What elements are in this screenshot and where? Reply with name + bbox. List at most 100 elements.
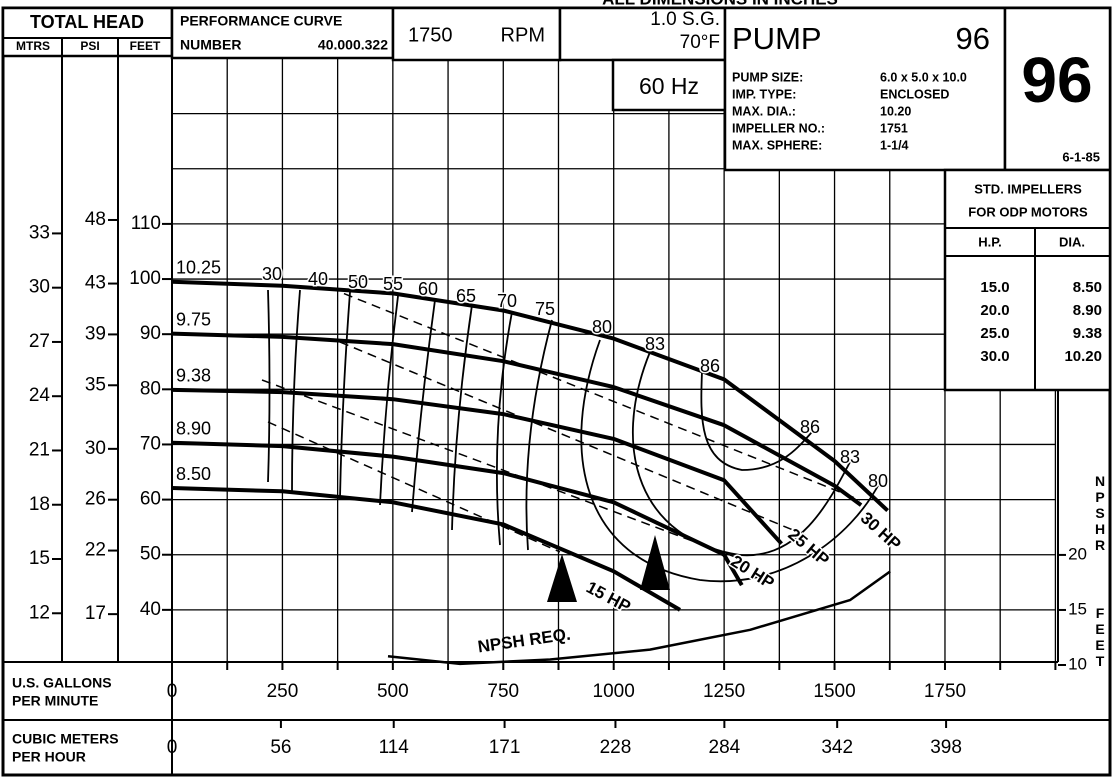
series-label: 8.50: [176, 464, 211, 484]
efficiency-label: 86: [800, 417, 820, 437]
x-tick-label: 1500: [813, 681, 855, 702]
spec-label: MAX. SPHERE:: [732, 138, 822, 152]
table-header: DIA.: [1059, 234, 1085, 249]
hp-line: [339, 341, 806, 536]
efficiency-line: [451, 304, 473, 531]
impeller-table: [943, 168, 1112, 392]
y2-tick-label: 10: [1068, 654, 1087, 673]
efficiency-line: [267, 289, 271, 483]
hp-label: 15 HP: [583, 578, 634, 617]
m-tick-label: 12: [29, 602, 50, 623]
hp-lines: [261, 287, 861, 559]
efficiency-label: 55: [383, 274, 403, 294]
psi-tick-label: 17: [85, 603, 106, 624]
marker-triangle: [547, 554, 577, 602]
efficiency-label: 83: [840, 447, 860, 467]
efficiency-line: [525, 319, 553, 551]
x-tick-label: 750: [487, 681, 519, 702]
hp-line: [329, 287, 861, 501]
unit: PSI: [80, 39, 99, 53]
x2-tick-label: 114: [379, 737, 410, 758]
spec-value: ENCLOSED: [880, 87, 949, 101]
m-tick-label: 24: [29, 385, 51, 406]
psi-tick-label: 48: [85, 209, 106, 230]
series-label: 9.75: [176, 309, 211, 329]
x-label: U.S. GALLONS: [12, 675, 112, 691]
efficiency-label: 80: [868, 471, 888, 491]
x2-label: CUBIC METERS: [12, 731, 119, 747]
sg-box: [558, 6, 727, 62]
table-cell: 8.50: [1073, 279, 1102, 296]
freq-box: [611, 58, 727, 112]
y-tick-label: 80: [140, 378, 161, 399]
efficiency-label: 60: [418, 279, 438, 299]
y-tick-label: 90: [140, 323, 161, 344]
x-tick-label: 500: [377, 681, 409, 702]
series-label: NPSH REQ.: [477, 625, 572, 657]
series-label: 10.25: [176, 258, 221, 278]
psi-tick-label: 39: [85, 323, 106, 344]
hp-label: 25 HP: [784, 525, 832, 570]
m-tick-label: 30: [29, 277, 50, 298]
efficiency-line: [411, 299, 436, 513]
x-label: PER MINUTE: [12, 693, 98, 709]
spec-label: PUMP SIZE:: [732, 70, 803, 84]
curve-label: PERFORMANCE CURVE: [180, 13, 342, 29]
efficiency-label: 65: [456, 286, 476, 306]
efficiency-line: [495, 311, 513, 546]
number-label: NUMBER: [180, 37, 241, 53]
table-cell: 15.0: [980, 279, 1009, 296]
y2-tick-label: 20: [1068, 544, 1087, 563]
series-label: 9.38: [176, 366, 211, 386]
x2-tick-label: 56: [270, 737, 291, 758]
efficiency-label: 30: [262, 264, 282, 284]
y-tick-label: 60: [140, 489, 161, 510]
speed-unit: RPM: [501, 24, 545, 46]
spec-value: 10.20: [880, 104, 911, 118]
y-tick-label: 100: [129, 268, 161, 289]
efficiency-label: 50: [348, 272, 368, 292]
table-title: FOR ODP MOTORS: [968, 204, 1088, 219]
y-tick-label: 110: [131, 213, 161, 234]
spec-value: 6.0 x 5.0 x 10.0: [880, 70, 967, 84]
specs: PUMP SIZE: 6.0 x 5.0 x 10.0 IMP. TYPE: ENCL…: [732, 70, 967, 152]
spec-value: 1-1/4: [880, 138, 909, 152]
efficiency-label: 86: [700, 356, 720, 376]
curve-number: 40.000.322: [318, 37, 388, 53]
efficiency-label: 80: [592, 317, 612, 337]
efficiency-label: 40: [308, 269, 328, 289]
hp-line: [261, 379, 739, 559]
spec-value: 1751: [880, 121, 908, 135]
x2-tick-label: 342: [821, 737, 853, 758]
head-curve: [171, 486, 682, 612]
x-tick-label: 0: [167, 681, 178, 702]
efficiency-label: 70: [497, 291, 517, 311]
unit: MTRS: [16, 39, 50, 53]
x-tick-label: 1750: [924, 681, 966, 702]
m-tick-label: 15: [29, 548, 50, 569]
hp-label: 30 HP: [857, 508, 905, 554]
pump-number: 96: [956, 21, 990, 56]
y-tick-label: 50: [140, 544, 161, 565]
y-tick-label: 70: [140, 433, 161, 454]
m-tick-label: 21: [29, 439, 50, 460]
marker-triangle: [640, 535, 670, 590]
spec-label: MAX. DIA.:: [732, 104, 796, 118]
efficiency-contours: [267, 289, 881, 583]
psi-tick-label: 22: [85, 540, 106, 561]
y-tick-label: 40: [140, 599, 161, 620]
npsh-curve: [387, 570, 891, 666]
m-tick-label: 18: [29, 494, 50, 515]
big-number: 96: [1021, 44, 1092, 116]
table-cell: 20.0: [980, 302, 1009, 319]
table-rows: 15.0 8.50 20.0 8.90 25.0 9.38 30.0 10.20: [980, 279, 1102, 365]
table-cell: 10.20: [1064, 348, 1102, 365]
efficiency-line: [631, 351, 851, 557]
y2-tick-label: 15: [1068, 599, 1087, 618]
efficiency-line: [291, 289, 301, 493]
unit: FEET: [130, 39, 161, 53]
x2-tick-label: 228: [600, 737, 632, 758]
